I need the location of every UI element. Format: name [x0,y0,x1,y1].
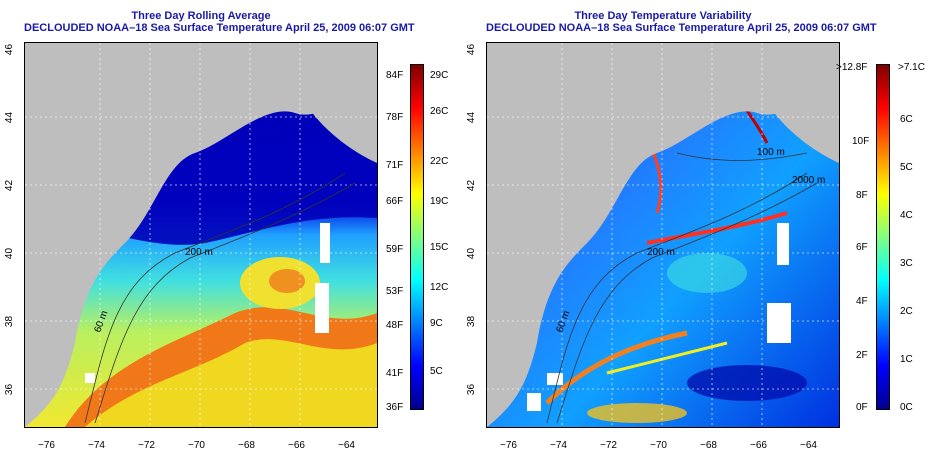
right-xtick-72: −72 [600,440,617,451]
left-cb-c-19: 19C [430,196,449,207]
right-cb-c-1: 1C [900,354,913,365]
left-cb-c-9: 9C [430,318,443,329]
left-cb-c-22: 22C [430,156,449,167]
right-cb-c-7-1: >7.1C [898,62,925,73]
right-cb-c-0: 0C [900,402,913,413]
right-ytick-42: 42 [466,179,478,192]
right-ytick-38: 38 [466,315,478,328]
right-cb-c-6: 6C [900,114,913,125]
right-cb-f-8: 8F [856,190,868,201]
right-ytick-44: 44 [466,111,478,124]
left-depth-200m: 200 m [185,247,213,258]
right-title-line1: Three Day Temperature Variability [574,10,752,22]
right-colorbar [876,64,890,410]
right-cb-f-12-8: >12.8F [836,62,868,73]
right-depth-100m: 100 m [757,147,785,158]
right-cb-c-3: 3C [900,258,913,269]
left-cb-c-15: 15C [430,242,449,253]
right-xtick-68: −68 [700,440,717,451]
left-title: Three Day Rolling Average DECLOUDED NOAA… [24,10,415,34]
left-title-line2: DECLOUDED NOAA–18 Sea Surface Temperatur… [24,22,415,34]
right-cb-f-10: 10F [852,136,870,147]
left-ytick-38: 38 [4,315,16,328]
left-colorbar [410,64,424,410]
left-xtick-68: −68 [238,440,255,451]
left-cb-c-26: 26C [430,106,449,117]
left-xtick-70: −70 [188,440,205,451]
left-xtick-72: −72 [138,440,155,451]
right-xtick-76: −76 [500,440,517,451]
right-ytick-46: 46 [466,43,478,56]
left-cb-f-84: 84F [386,70,404,81]
left-xtick-76: −76 [38,440,55,451]
left-cb-f-78: 78F [386,112,404,123]
right-title: Three Day Temperature Variability DECLOU… [486,10,877,34]
left-cb-c-29: 29C [430,70,449,81]
left-ytick-40: 40 [4,247,16,260]
right-ytick-40: 40 [466,247,478,260]
left-xtick-66: −66 [288,440,305,451]
left-cb-f-36: 36F [386,402,404,413]
left-cb-c-12: 12C [430,282,449,293]
right-cb-c-4: 4C [900,210,913,221]
right-cb-f-4: 4F [856,296,868,307]
right-cb-f-6: 6F [856,242,868,253]
right-depth-200m: 200 m [647,247,675,258]
left-sst-map: 60 m 200 m [24,42,378,428]
left-land [25,43,377,427]
right-xtick-70: −70 [650,440,667,451]
right-variability-map: 60 m 200 m 100 m 2000 m [486,42,840,428]
right-ytick-36: 36 [466,383,478,396]
left-ytick-36: 36 [4,383,16,396]
right-xtick-66: −66 [750,440,767,451]
right-cb-f-2: 2F [856,350,868,361]
right-cb-c-2: 2C [900,306,913,317]
left-cb-f-59: 59F [386,244,404,255]
left-cb-f-41: 41F [386,368,404,379]
right-cb-f-0: 0F [856,402,868,413]
left-cb-c-5: 5C [430,366,443,377]
left-ytick-46: 46 [4,43,16,56]
left-title-line1: Three Day Rolling Average [131,10,271,22]
left-xtick-74: −74 [88,440,105,451]
left-ytick-44: 44 [4,111,16,124]
right-title-line2: DECLOUDED NOAA–18 Sea Surface Temperatur… [486,22,877,34]
right-xtick-74: −74 [550,440,567,451]
right-xtick-64: −64 [800,440,817,451]
left-cb-f-66: 66F [386,196,404,207]
left-xtick-64: −64 [338,440,355,451]
left-cb-f-53: 53F [386,286,404,297]
right-depth-2000m: 2000 m [792,175,825,186]
left-ytick-42: 42 [4,179,16,192]
left-cb-f-71: 71F [386,160,404,171]
right-land [487,43,839,427]
left-cb-f-48: 48F [386,320,404,331]
right-cb-c-5: 5C [900,162,913,173]
